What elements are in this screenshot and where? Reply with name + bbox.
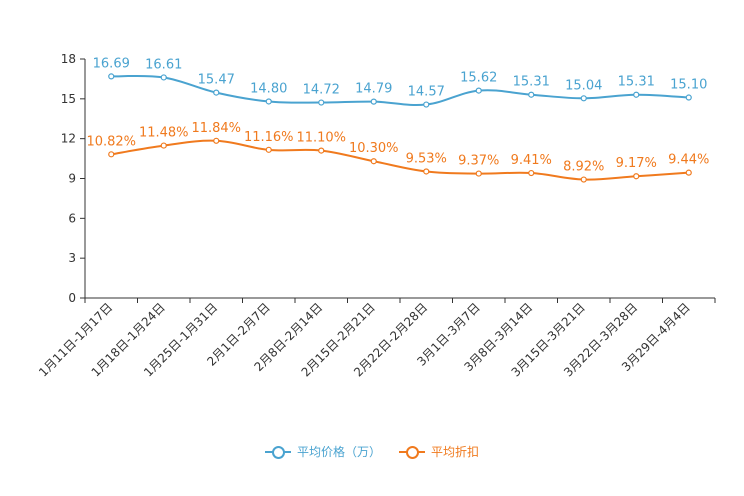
price-data-label-5: 14.79	[355, 82, 392, 97]
legend-item-price[interactable]: 平均价格（万）	[264, 443, 381, 460]
discount-point-11[interactable]	[685, 169, 692, 176]
price-point-8[interactable]	[528, 91, 535, 98]
discount-series-line	[111, 139, 689, 181]
discount-point-4[interactable]	[318, 147, 325, 154]
price-point-11[interactable]	[685, 94, 692, 101]
discount-data-label-3: 11.16%	[244, 130, 294, 145]
price-point-9[interactable]	[580, 95, 587, 102]
price-point-5[interactable]	[370, 98, 377, 105]
price-data-label-11: 15.10	[670, 78, 707, 93]
line-chart: 03691215181月11日-1月17日1月18日-1月24日1月25日-1月…	[36, 52, 716, 380]
discount-data-label-0: 10.82%	[86, 134, 136, 149]
price-point-3[interactable]	[265, 98, 272, 105]
discount-point-2[interactable]	[213, 137, 220, 144]
discount-point-6[interactable]	[423, 168, 430, 175]
price-data-label-10: 15.31	[618, 75, 655, 90]
discount-point-0[interactable]	[108, 151, 115, 158]
discount-data-label-9: 8.92%	[563, 160, 604, 175]
discount-data-label-4: 11.10%	[296, 131, 346, 146]
price-point-1[interactable]	[160, 74, 167, 81]
y-tick-label-6: 18	[61, 52, 76, 66]
price-point-0[interactable]	[108, 73, 115, 80]
discount-data-label-2: 11.84%	[191, 121, 241, 136]
price-point-2[interactable]	[213, 89, 220, 96]
price-data-label-4: 14.72	[303, 83, 340, 98]
price-data-label-1: 16.61	[145, 57, 182, 72]
discount-data-label-7: 9.37%	[458, 154, 499, 169]
price-data-label-9: 15.04	[565, 78, 602, 93]
discount-data-label-8: 9.41%	[511, 153, 552, 168]
price-series-line	[111, 74, 689, 107]
price-data-label-8: 15.31	[513, 75, 550, 90]
y-tick-label-3: 9	[68, 172, 76, 186]
discount-point-9[interactable]	[580, 176, 587, 183]
legend-price-label: 平均价格（万）	[296, 445, 381, 459]
price-point-7[interactable]	[475, 87, 482, 94]
discount-data-label-11: 9.44%	[668, 153, 709, 168]
discount-point-8[interactable]	[528, 169, 535, 177]
discount-point-3[interactable]	[265, 146, 272, 153]
price-point-10[interactable]	[633, 91, 640, 98]
y-tick-label-4: 12	[61, 132, 76, 146]
y-tick-label-5: 15	[61, 92, 76, 106]
legend: 平均价格（万） 平均折扣	[0, 443, 744, 460]
price-data-label-2: 15.47	[198, 73, 235, 88]
discount-point-10[interactable]	[633, 173, 640, 180]
discount-point-7[interactable]	[475, 170, 482, 177]
price-data-label-6: 14.57	[408, 85, 445, 100]
price-data-label-0: 16.69	[93, 56, 130, 71]
discount-data-label-1: 11.48%	[139, 126, 189, 141]
discount-data-label-5: 10.30%	[349, 141, 399, 156]
discount-point-5[interactable]	[370, 158, 377, 165]
price-data-label-7: 15.62	[460, 71, 497, 86]
price-point-4[interactable]	[318, 99, 325, 106]
discount-data-label-6: 9.53%	[406, 151, 447, 166]
price-point-6[interactable]	[423, 101, 430, 108]
y-tick-label-1: 3	[68, 251, 76, 265]
discount-data-label-10: 9.17%	[616, 156, 657, 171]
legend-discount-label: 平均折扣	[431, 445, 480, 459]
discount-point-1[interactable]	[160, 142, 167, 149]
legend-price-icon	[264, 445, 291, 459]
y-tick-label-2: 6	[68, 211, 76, 225]
price-data-label-3: 14.80	[250, 81, 287, 96]
legend-item-discount[interactable]: 平均折扣	[399, 443, 479, 460]
y-tick-label-0: 0	[68, 291, 76, 305]
legend-discount-icon	[399, 445, 425, 459]
